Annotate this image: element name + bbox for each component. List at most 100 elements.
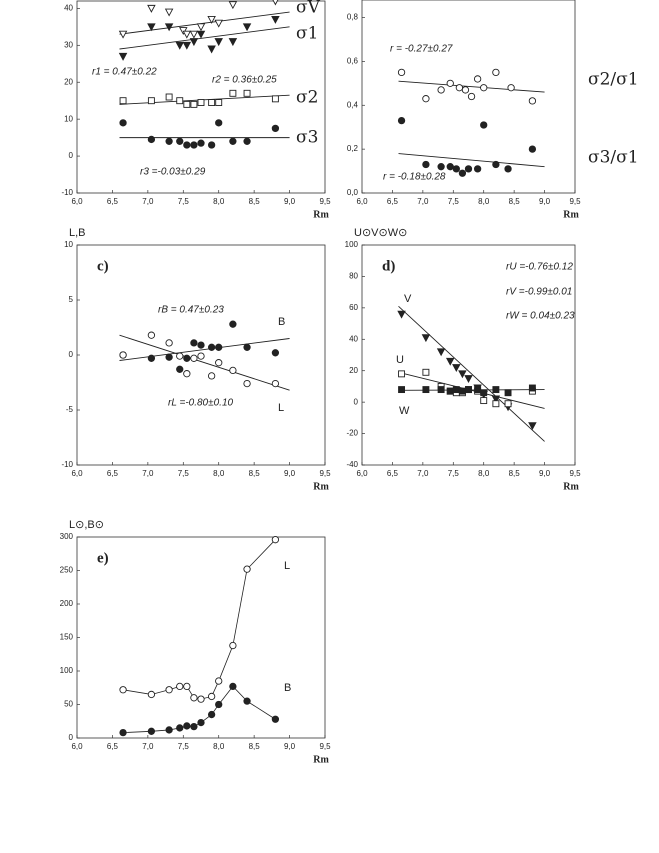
data-point bbox=[271, 536, 280, 544]
data-point bbox=[215, 99, 223, 106]
x-tick-label: 7,5 bbox=[178, 197, 190, 206]
y-tick-label: 150 bbox=[60, 633, 74, 642]
data-point bbox=[243, 379, 251, 388]
x-tick-label: 9,0 bbox=[539, 197, 551, 206]
data-point bbox=[452, 364, 461, 373]
data-point bbox=[147, 331, 156, 339]
x-tick-label: 7,5 bbox=[448, 469, 460, 478]
data-point bbox=[118, 52, 128, 61]
data-point bbox=[215, 359, 223, 367]
data-point bbox=[242, 23, 252, 32]
y-axis-title: L,B bbox=[69, 227, 86, 239]
data-point bbox=[452, 165, 460, 173]
y-tick-label: -40 bbox=[346, 460, 358, 469]
plot-frame bbox=[76, 0, 326, 194]
panel-letter: c) bbox=[97, 258, 109, 274]
data-point bbox=[445, 357, 455, 366]
data-point bbox=[119, 686, 127, 694]
y-tick-label: 250 bbox=[60, 566, 74, 575]
y-tick-label: 0,0 bbox=[347, 188, 359, 197]
y-tick-label: 80 bbox=[349, 272, 358, 281]
data-point bbox=[243, 89, 251, 97]
x-tick-label: 9,0 bbox=[284, 197, 296, 206]
data-point bbox=[465, 386, 472, 394]
data-point bbox=[190, 722, 198, 731]
data-point bbox=[437, 386, 445, 394]
data-point bbox=[271, 124, 280, 133]
data-point bbox=[437, 86, 445, 94]
data-point bbox=[196, 30, 206, 39]
y-tick-label: -10 bbox=[61, 188, 73, 197]
y-axis-title: L⊙,B⊙ bbox=[69, 519, 104, 531]
x-tick-label: 8,0 bbox=[213, 469, 225, 478]
y-tick-label: 0,4 bbox=[347, 100, 359, 109]
x-tick-label: 9,0 bbox=[284, 742, 296, 751]
x-tick-label: 7,0 bbox=[142, 469, 154, 478]
data-point bbox=[215, 677, 223, 685]
x-tick-label: 8,5 bbox=[509, 469, 521, 478]
data-point bbox=[183, 682, 191, 691]
data-point bbox=[190, 694, 198, 702]
data-point bbox=[208, 99, 216, 106]
y-tick-label: -10 bbox=[61, 460, 73, 469]
data-point bbox=[397, 116, 406, 125]
data-point bbox=[474, 386, 482, 394]
x-tick-label: 7,5 bbox=[178, 742, 190, 751]
data-point bbox=[190, 339, 198, 347]
fit-line bbox=[119, 334, 290, 391]
series-label: B bbox=[278, 316, 285, 328]
data-point bbox=[458, 370, 467, 379]
data-point bbox=[480, 389, 488, 397]
y-tick-label: 10 bbox=[64, 114, 73, 123]
annotation: r1 = 0.47±0.22 bbox=[92, 67, 157, 78]
x-tick-label: 7,0 bbox=[142, 197, 154, 206]
y-tick-label: 100 bbox=[60, 666, 74, 675]
x-tick-label: 9,5 bbox=[319, 742, 331, 751]
series-label: σ2 bbox=[296, 88, 318, 108]
data-point bbox=[183, 370, 191, 378]
data-point bbox=[189, 38, 199, 47]
data-point bbox=[528, 97, 537, 105]
data-point bbox=[422, 95, 430, 103]
data-point bbox=[165, 93, 173, 101]
annotation: rB = 0.47±0.23 bbox=[158, 305, 224, 316]
annotation: rV =-0.99±0.01 bbox=[506, 287, 572, 298]
data-point bbox=[473, 165, 482, 173]
x-tick-label: 6,5 bbox=[387, 469, 399, 478]
x-axis-title: Rm bbox=[313, 209, 329, 220]
annotation: rU =-0.76±0.12 bbox=[506, 262, 573, 273]
series-line bbox=[122, 539, 276, 700]
data-point bbox=[119, 97, 127, 105]
series-label: σV bbox=[296, 0, 321, 18]
data-point bbox=[421, 334, 431, 343]
data-point bbox=[190, 100, 198, 108]
data-point bbox=[229, 641, 237, 650]
y-tick-label: 20 bbox=[349, 366, 358, 375]
fit-line bbox=[119, 94, 290, 105]
data-point bbox=[165, 353, 173, 361]
data-point bbox=[197, 341, 205, 349]
x-axis-title: Rm bbox=[563, 209, 579, 220]
x-tick-label: 6,5 bbox=[387, 197, 399, 206]
annotation: r = -0.18±0.28 bbox=[383, 172, 446, 183]
data-point bbox=[215, 343, 223, 351]
data-point bbox=[458, 387, 466, 395]
fit-line bbox=[119, 11, 290, 35]
data-point bbox=[182, 30, 192, 39]
x-tick-label: 9,0 bbox=[284, 469, 296, 478]
data-point bbox=[189, 30, 199, 39]
annotation: r2 = 0.36±0.25 bbox=[212, 75, 277, 86]
y-tick-label: 0,6 bbox=[347, 57, 359, 66]
data-point bbox=[492, 386, 500, 394]
y-tick-label: 0 bbox=[69, 350, 74, 359]
data-point bbox=[243, 137, 251, 145]
data-point bbox=[271, 16, 280, 24]
y-tick-label: -20 bbox=[346, 429, 358, 438]
y-tick-label: 30 bbox=[64, 40, 73, 49]
fit-line bbox=[398, 305, 545, 442]
x-axis-title: Rm bbox=[313, 754, 329, 765]
x-tick-label: 8,0 bbox=[213, 197, 225, 206]
data-point bbox=[398, 386, 406, 394]
y-tick-label: 5 bbox=[69, 295, 74, 304]
data-point bbox=[504, 400, 512, 408]
